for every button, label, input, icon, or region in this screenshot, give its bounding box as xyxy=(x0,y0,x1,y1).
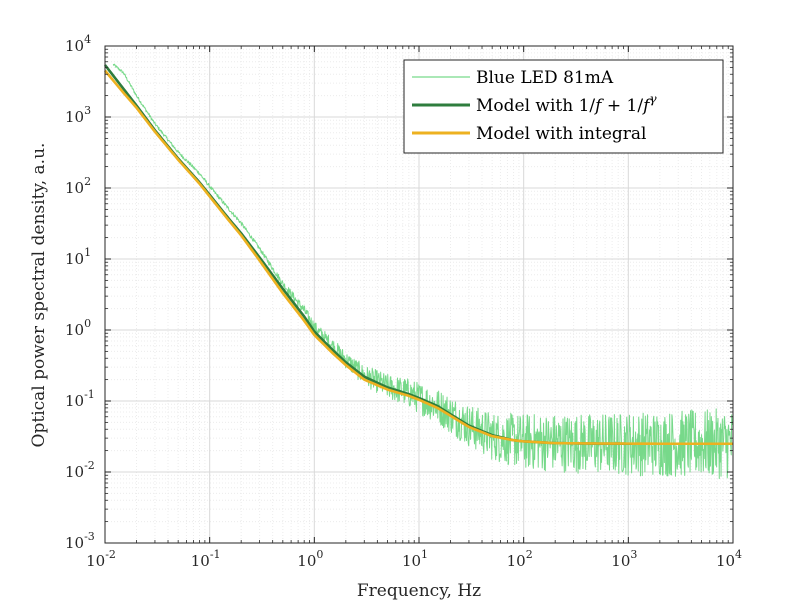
x-tick-label: 104 xyxy=(716,548,742,570)
legend-label-model-1f-sup: γ xyxy=(649,92,657,106)
y-tick-label: 100 xyxy=(65,317,91,339)
legend-label-model-1f-mid: + 1/ xyxy=(601,96,643,116)
y-tick-label: 10-2 xyxy=(65,459,95,481)
legend-label-model-1f-f2: f xyxy=(641,96,652,116)
series-line-blue-led xyxy=(112,63,734,480)
x-axis-title: Frequency, Hz xyxy=(357,581,481,601)
series-line-model-integral xyxy=(104,69,733,446)
y-tick-label: 102 xyxy=(65,175,91,197)
legend: Blue LED 81mA Model with 1/f + 1/fγ Mode… xyxy=(403,59,724,154)
legend-label-model-1f-prefix: Model with 1/ xyxy=(476,96,595,116)
axis-ticks xyxy=(104,45,734,544)
y-tick-label: 10-3 xyxy=(65,530,95,552)
x-tick-label: 101 xyxy=(402,548,428,570)
y-tick-label: 10-1 xyxy=(65,388,95,410)
y-tick-label: 104 xyxy=(65,33,91,55)
series-layer xyxy=(103,63,734,480)
y-axis-title: Optical power spectral density, a.u. xyxy=(29,143,49,448)
x-tick-label: 10-1 xyxy=(191,548,221,570)
x-tick-label: 102 xyxy=(507,548,533,570)
legend-label-model-1f: Model with 1/f + 1/fγ xyxy=(476,92,657,116)
legend-label-model-1f-f1: f xyxy=(593,96,604,116)
x-tick-label: 103 xyxy=(611,548,637,570)
y-tick-label: 101 xyxy=(65,246,91,268)
y-tick-label: 103 xyxy=(65,104,91,126)
x-tick-label: 10-2 xyxy=(86,548,116,570)
legend-label-model-integral: Model with integral xyxy=(476,124,646,144)
x-tick-label: 100 xyxy=(297,548,323,570)
tick-labels: 10-2 10-1 100 101 102 103 10410-310-210-110010… xyxy=(65,33,742,570)
legend-label-blue-led: Blue LED 81mA xyxy=(476,68,614,88)
